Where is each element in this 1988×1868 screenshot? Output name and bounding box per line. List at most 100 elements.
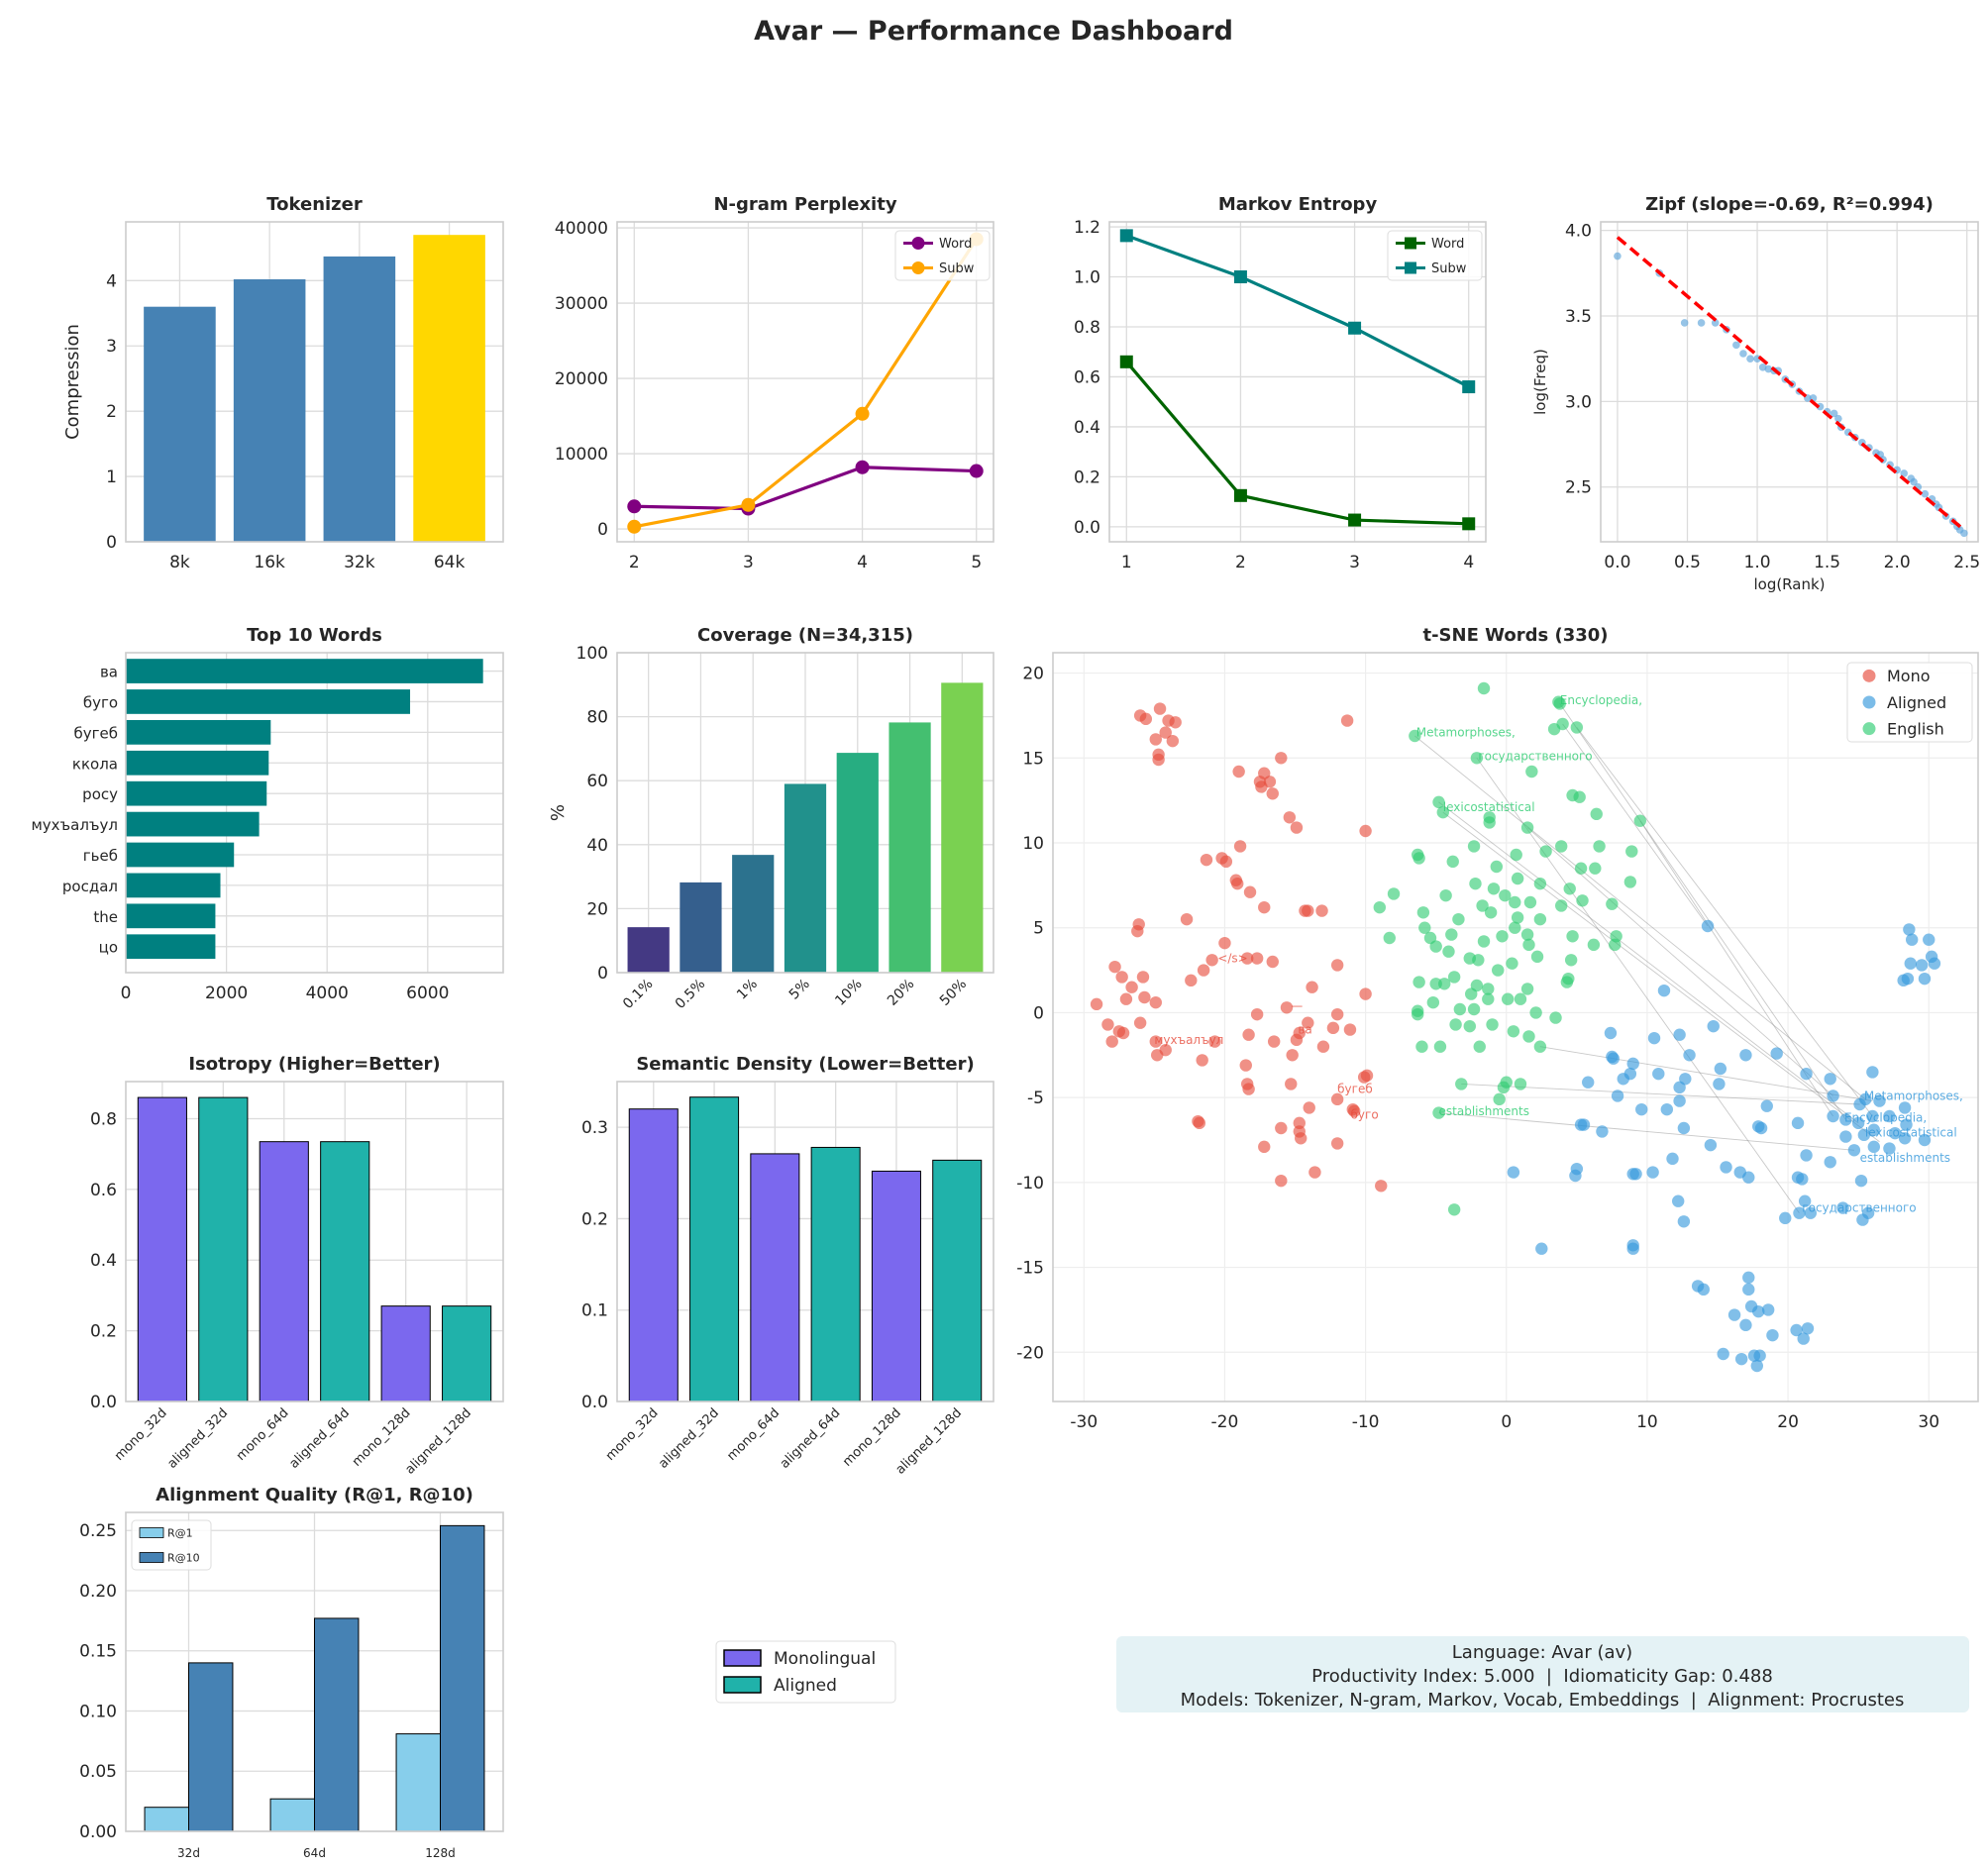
data-point [1626, 1242, 1639, 1255]
circle-marker [627, 499, 642, 514]
data-point [1752, 1120, 1765, 1133]
data-point [1867, 1123, 1881, 1136]
y-tick-label: 0.8 [1074, 318, 1100, 338]
data-point [1883, 1109, 1896, 1123]
y-tick-label: 0.10 [79, 1702, 117, 1721]
data-point [1108, 960, 1121, 974]
y-tick-label: 100 [576, 644, 608, 664]
series-line [633, 238, 979, 529]
data-point [1766, 1328, 1779, 1342]
data-point [1671, 1194, 1685, 1207]
data-point [1830, 409, 1838, 418]
data-point [1429, 978, 1442, 990]
chart-panel-0: 8k 16k 32k 64k 0 1 2 3 4 Tokenizer Compression [62, 194, 504, 572]
y-tick-label: 15 [1022, 749, 1044, 769]
bar [126, 934, 216, 960]
point-annotation: Encyclopedia, [1844, 1111, 1927, 1125]
data-point [1343, 1023, 1357, 1036]
data-point [1330, 1092, 1344, 1106]
data-point [1839, 1113, 1852, 1126]
axes-frame [125, 1511, 504, 1832]
data-point [1482, 983, 1495, 995]
legend-item: English [1862, 719, 1944, 738]
data-point [1851, 1116, 1865, 1130]
data-point [1445, 928, 1458, 941]
y-tick-label: 0.15 [79, 1642, 117, 1662]
x-tick-label: 0.0 [1604, 553, 1630, 572]
point-annotation: establishments [1860, 1151, 1950, 1165]
bar [126, 903, 216, 929]
chart-panel-4: 0 2000 4000 6000 Top 10 Words ва буго бугеб ккол… [31, 625, 504, 1003]
bar [188, 1662, 234, 1832]
legend-label: Mono [1887, 667, 1931, 685]
data-point [1859, 1092, 1872, 1106]
x-tick-label: 2.5 [1953, 553, 1980, 572]
series-line [1125, 361, 1469, 526]
data-point [1918, 972, 1932, 986]
data-point [1205, 954, 1218, 967]
data-point [1293, 1116, 1306, 1130]
data-point [1416, 906, 1430, 919]
data-point [1555, 840, 1568, 853]
y-tick-label: 40000 [555, 219, 608, 239]
data-point [1800, 1067, 1813, 1081]
data-point [1409, 729, 1421, 743]
bar [628, 1108, 679, 1402]
alignment-link [1559, 703, 1846, 1120]
data-point [1739, 1049, 1752, 1062]
x-tick-label: 1.5 [1814, 553, 1840, 572]
point-annotation: Metamorphoses, [1416, 726, 1516, 740]
data-point [1824, 1156, 1836, 1169]
marks [1119, 229, 1476, 531]
data-point [1303, 1101, 1315, 1114]
legend-label: Subw [939, 261, 975, 276]
data-point [1857, 1128, 1871, 1142]
y-tick-label: 0 [597, 520, 608, 540]
data-point [1496, 930, 1509, 943]
data-point [1439, 888, 1452, 902]
data-point [1717, 1347, 1729, 1361]
data-point [1242, 1028, 1255, 1041]
y-tick-label: 0.20 [79, 1582, 117, 1602]
data-point [1647, 1031, 1661, 1045]
y-tick-label: 0.0 [90, 1393, 117, 1412]
alignment-link [1461, 1083, 1860, 1105]
bar [889, 722, 931, 973]
data-point [1473, 1040, 1486, 1053]
axes-frame [1600, 221, 1979, 543]
chart-panel-3: 0.0 0.5 1.0 1.5 2.0 2.5 2.5 3.0 3.5 4.0 Zipf (slop… [1531, 194, 1980, 593]
data-point [1286, 1049, 1299, 1062]
data-point [1283, 811, 1297, 824]
data-point [1604, 1026, 1618, 1040]
x-tick-label: 4 [857, 553, 868, 572]
x-tick-label: 2 [1235, 553, 1246, 572]
data-point [1507, 1166, 1520, 1179]
data-point [1447, 1203, 1461, 1216]
data-point [1290, 1033, 1304, 1047]
y-tick-label: буго [83, 693, 118, 711]
data-point [1660, 1102, 1674, 1116]
circle-marker [855, 460, 870, 474]
data-point [1707, 1019, 1720, 1033]
data-point [1525, 765, 1538, 778]
data-point [1200, 853, 1213, 867]
square-marker [1348, 321, 1362, 335]
data-point [1359, 824, 1372, 838]
marks [1614, 236, 1968, 538]
y-tick-label: 0.25 [79, 1521, 117, 1541]
data-point [1824, 1073, 1836, 1086]
data-point [1295, 1132, 1308, 1145]
data-point [1193, 1116, 1206, 1130]
bar [320, 1141, 370, 1402]
legend-item: R@1 [139, 1526, 193, 1539]
data-point [1928, 957, 1941, 970]
point-annotation: буго [1351, 1108, 1379, 1122]
data-point [1411, 1007, 1424, 1021]
data-point [1453, 1002, 1467, 1016]
alignment-link [1438, 801, 1859, 1124]
data-point [1499, 888, 1512, 902]
data-point [1432, 795, 1445, 809]
data-point [1720, 1161, 1732, 1174]
y-tick-label: 5 [1033, 919, 1044, 939]
